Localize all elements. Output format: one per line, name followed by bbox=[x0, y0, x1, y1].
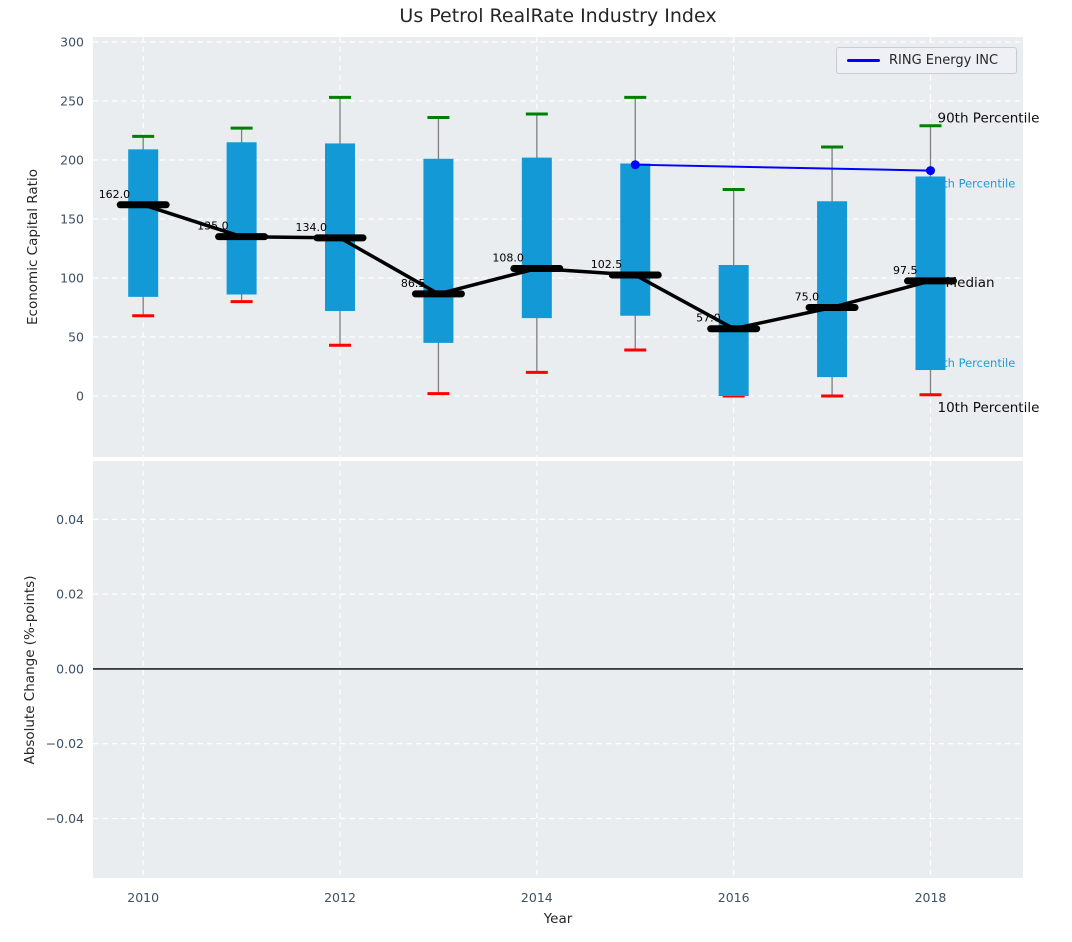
xtick-2012: 2012 bbox=[324, 890, 356, 905]
median-value-label-2013: 86.5 bbox=[401, 277, 426, 290]
median-value-label-2015: 102.5 bbox=[591, 258, 623, 271]
bottom-ytick-4: −0.04 bbox=[46, 811, 84, 826]
top-ytick-50: 50 bbox=[68, 329, 84, 344]
top-ytick-250: 250 bbox=[60, 93, 84, 108]
iqr-bar-2014 bbox=[521, 157, 552, 319]
xtick-2018: 2018 bbox=[915, 890, 947, 905]
annotation-25th-percentile: 25th Percentile bbox=[928, 356, 1015, 370]
iqr-bar-2017 bbox=[817, 201, 848, 378]
bottom-ytick-1: 0.02 bbox=[56, 587, 84, 602]
overlay-marker bbox=[925, 166, 935, 176]
top-ytick-150: 150 bbox=[60, 211, 84, 226]
top-ytick-300: 300 bbox=[60, 34, 84, 49]
top-y-axis-label: Economic Capital Ratio bbox=[25, 169, 41, 325]
iqr-bar-2018 bbox=[915, 176, 946, 371]
iqr-bar-2013 bbox=[423, 158, 454, 343]
annotation-10th-percentile: 10th Percentile bbox=[937, 400, 1039, 416]
xtick-2010: 2010 bbox=[127, 890, 159, 905]
overlay-marker bbox=[630, 160, 640, 170]
median-value-label-2014: 108.0 bbox=[492, 252, 524, 265]
x-axis-label: Year bbox=[543, 911, 573, 927]
median-value-label-2011: 135.0 bbox=[197, 220, 229, 233]
chart-title: Us Petrol RealRate Industry Index bbox=[399, 5, 717, 27]
median-value-label-2018: 97.5 bbox=[893, 264, 918, 277]
bottom-ytick-0: 0.04 bbox=[56, 512, 84, 527]
top-ytick-200: 200 bbox=[60, 152, 84, 167]
bottom-ytick-3: −0.02 bbox=[46, 736, 84, 751]
median-value-label-2017: 75.0 bbox=[795, 290, 820, 303]
overlay-line bbox=[635, 163, 931, 172]
legend-line-icon bbox=[847, 59, 880, 62]
bottom-y-axis-label: Absolute Change (%-points) bbox=[22, 575, 38, 765]
top-ytick-100: 100 bbox=[60, 270, 84, 285]
top-ytick-0: 0 bbox=[76, 388, 84, 403]
iqr-bar-2015 bbox=[620, 163, 651, 316]
median-value-label-2010: 162.0 bbox=[99, 188, 131, 201]
annotation-90th-percentile: 90th Percentile bbox=[937, 110, 1039, 126]
median-value-label-2016: 57.0 bbox=[696, 312, 721, 325]
annotation-75th-percentile: 75th Percentile bbox=[928, 177, 1015, 191]
bottom-ytick-2: 0.00 bbox=[56, 661, 84, 676]
iqr-bar-2012 bbox=[325, 143, 356, 312]
xtick-2016: 2016 bbox=[718, 890, 750, 905]
iqr-bar-2010 bbox=[128, 149, 159, 297]
xtick-2014: 2014 bbox=[521, 890, 553, 905]
iqr-bar-2011 bbox=[226, 142, 257, 295]
annotation-median: Median bbox=[945, 275, 994, 291]
median-value-label-2012: 134.0 bbox=[296, 221, 328, 234]
legend-label: RING Energy INC bbox=[889, 53, 999, 68]
legend: RING Energy INC bbox=[836, 47, 1017, 74]
